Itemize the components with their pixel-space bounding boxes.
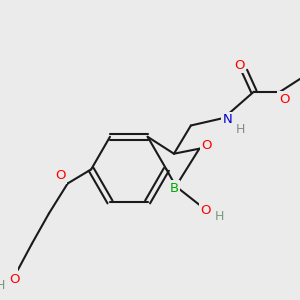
Text: O: O — [202, 140, 212, 152]
Text: O: O — [235, 59, 245, 72]
Text: B: B — [169, 182, 178, 195]
Text: H: H — [236, 123, 245, 136]
Text: O: O — [201, 204, 211, 217]
Text: O: O — [55, 169, 65, 182]
Text: H: H — [214, 210, 224, 223]
Text: O: O — [279, 93, 289, 106]
Text: N: N — [223, 113, 232, 126]
Text: H: H — [0, 279, 6, 292]
Text: O: O — [9, 273, 19, 286]
